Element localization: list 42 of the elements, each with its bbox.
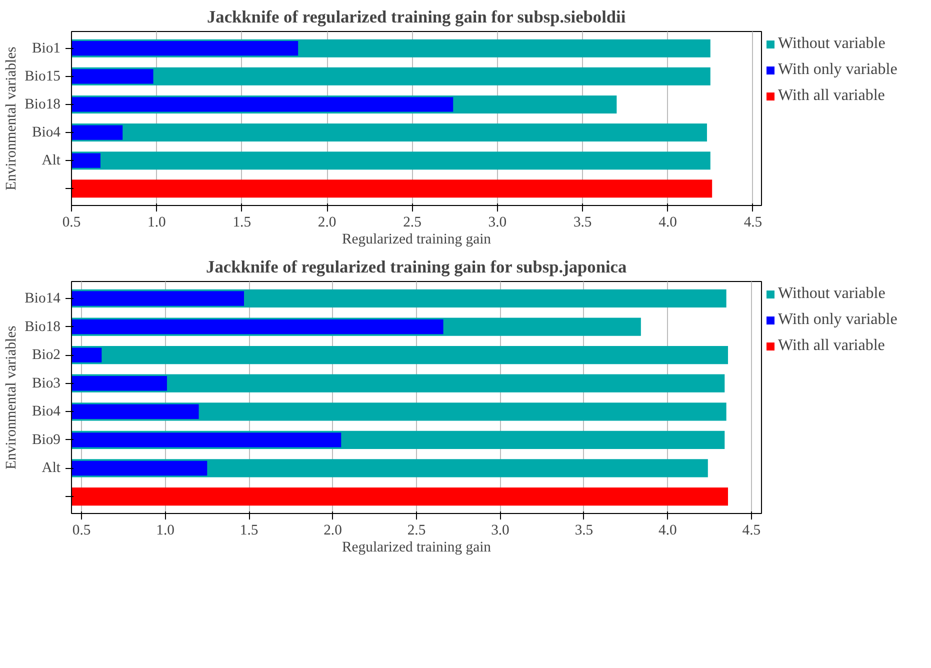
x-tick-label: 2.0: [318, 214, 336, 230]
x-tick-label: 2.5: [403, 214, 422, 230]
y-tick-label: Bio14: [24, 290, 62, 306]
x-tick-label: 3.0: [488, 214, 507, 230]
y-tick-label: Alt: [42, 460, 61, 476]
legend-label: With only variable: [778, 311, 898, 329]
x-tick-label: 0.5: [62, 214, 81, 230]
legend-label: With only variable: [778, 61, 898, 79]
y-tick-label: Bio1: [32, 40, 61, 56]
x-axis-title: Regularized training gain: [342, 540, 492, 556]
x-tick-label: 1.5: [240, 522, 258, 538]
y-tick-label: Bio4: [32, 404, 62, 420]
y-tick-label: Bio3: [32, 375, 61, 392]
x-tick-label: 1.5: [232, 214, 252, 230]
y-tick-label: Bio18: [24, 318, 61, 335]
x-axis-title: Regularized training gain: [342, 232, 492, 248]
x-tick-label: 4.5: [742, 522, 761, 538]
y-axis-title: Environmental variables: [4, 325, 20, 470]
x-tick-label: 1.0: [148, 214, 166, 230]
x-tick-label: 0.5: [72, 522, 91, 538]
x-tick-label: 2.0: [324, 522, 342, 538]
x-tick-label: 3.5: [574, 522, 594, 538]
x-tick-label: 4.5: [744, 214, 762, 230]
y-tick-label: Bio9: [32, 432, 61, 448]
x-tick-label: 4.0: [658, 522, 677, 538]
x-tick-label: 3.5: [573, 214, 592, 230]
legend-label: With all variable: [778, 337, 885, 355]
legend-label: Without variable: [778, 285, 886, 303]
y-tick-label: Bio18: [24, 96, 61, 112]
y-axis-title: Environmental variables: [4, 46, 20, 190]
chart-title: Jackknife of regularized training gain for subsp.sieboldii: [207, 8, 626, 26]
x-tick-label: 4.0: [658, 214, 677, 230]
chart-title: Jackknife of regularized training gain for subsp.japonica: [206, 258, 627, 276]
x-tick-label: 1.0: [156, 522, 174, 538]
legend-label: With all variable: [778, 87, 885, 105]
y-tick-label: Alt: [42, 152, 61, 169]
legend-label: Without variable: [778, 35, 886, 53]
x-tick-label: 3.0: [491, 522, 510, 538]
y-tick-label: Bio4: [32, 124, 62, 141]
y-tick-label: Bio15: [24, 68, 61, 84]
y-tick-label: Bio2: [32, 347, 61, 364]
x-tick-label: 2.5: [407, 522, 426, 538]
